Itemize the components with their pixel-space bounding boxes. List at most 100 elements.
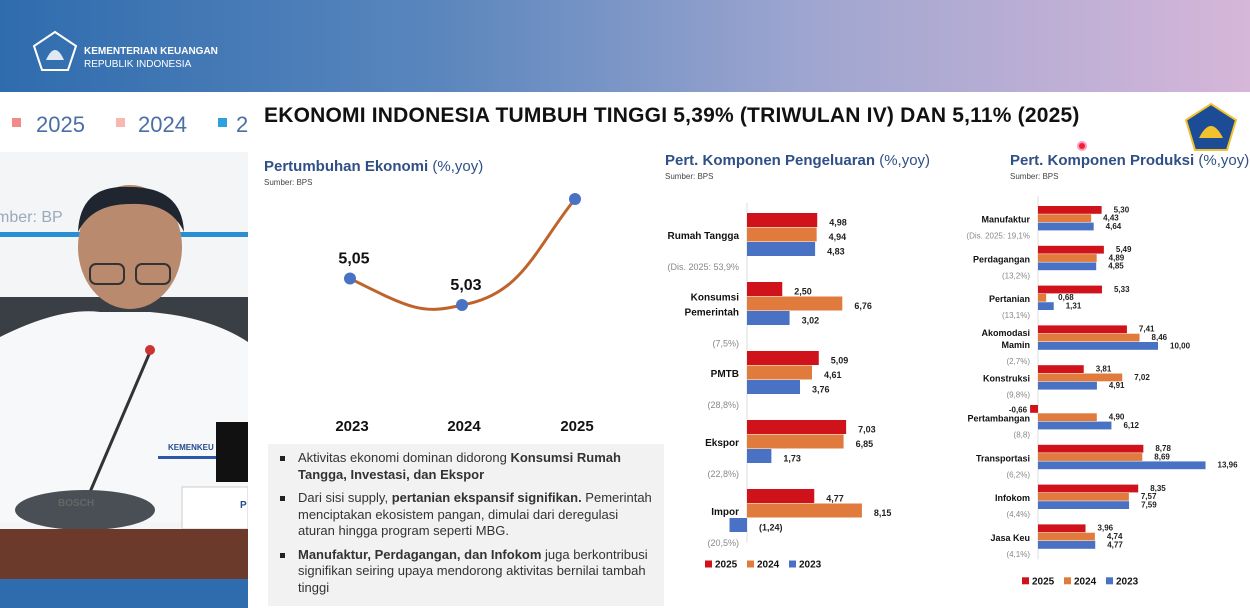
data-point	[456, 299, 468, 311]
expenditure-bar-chart: Rumah Tangga (Dis. 2025: 53,9% 4,98 4,94 4,8…	[667, 203, 892, 571]
share-label: (Dis. 2025: 19,1%	[966, 231, 1030, 240]
data-point	[344, 272, 356, 285]
legend-swatch	[705, 560, 712, 568]
share-label: (13,2%)	[1002, 271, 1030, 280]
bar-2024	[747, 434, 844, 449]
exp-chart-title: Pert. Komponen Pengeluaran	[665, 152, 876, 169]
value-label: (1,24)	[759, 523, 783, 533]
mic-brand: BOSCH	[58, 498, 94, 509]
value-label: 3,76	[812, 385, 830, 395]
bar-2023	[1038, 262, 1097, 271]
category-label: Akomodasi	[981, 328, 1030, 338]
bar-2025	[1038, 285, 1102, 294]
bar-2024	[1038, 373, 1123, 382]
cursor-dot	[1077, 141, 1087, 151]
value-label: 5,09	[831, 356, 849, 366]
exp-chart-source: Sumber: BPS	[665, 172, 714, 181]
bar-2024	[1038, 333, 1140, 342]
share-label: (20,5%)	[707, 538, 739, 548]
shirt-badge: KEMENKEU	[168, 443, 214, 452]
exp-chart-unit: (%,yoy)	[879, 152, 931, 169]
share-label: (4,1%)	[1006, 550, 1030, 559]
prod-chart-unit: (%,yoy)	[1198, 152, 1250, 169]
value-label: 8,46	[1152, 333, 1168, 342]
bar-2023	[1038, 501, 1130, 509]
category-label: Rumah Tangga	[668, 231, 740, 242]
bar-2024	[1038, 413, 1097, 422]
legend-swatch	[789, 560, 796, 568]
bar-2024	[1038, 254, 1097, 262]
bar-2024	[1038, 293, 1047, 302]
slide-title: EKONOMI INDONESIA TUMBUH TINGGI 5,39% (T…	[264, 104, 1080, 127]
bar-2025	[1038, 444, 1144, 453]
value-label: 2,50	[794, 287, 812, 297]
legend-swatch	[1022, 577, 1029, 585]
value-label: 4,64	[1106, 222, 1122, 231]
value-label: 3,02	[802, 316, 820, 326]
legend-label: 2023	[1116, 576, 1139, 587]
value-label: 4,90	[1109, 413, 1125, 422]
value-label: 4,77	[1107, 540, 1123, 549]
bar-2025	[1038, 325, 1127, 334]
category-label: Konstruksi	[983, 374, 1030, 384]
legend-swatch	[747, 560, 754, 568]
category-label: Pertanian	[989, 294, 1030, 304]
bar-2023	[1038, 222, 1094, 231]
value-label: 6,76	[854, 301, 872, 311]
category-label: Mamin	[1001, 340, 1030, 350]
value-label: 10,00	[1170, 341, 1191, 350]
bar-2023	[747, 242, 816, 256]
production-bar-chart: Manufaktur (Dis. 2025: 19,1% 5,304,434,64 P…	[966, 196, 1238, 587]
legend-label: 2023	[799, 560, 822, 571]
header-banner: KEMENTERIAN KEUANGAN REPUBLIK INDONESIA	[0, 0, 1250, 92]
bar-2024	[1038, 492, 1129, 501]
bar-2023	[1038, 302, 1054, 310]
legend-swatch	[1064, 577, 1071, 585]
share-label: (Dis. 2025: 53,9%	[667, 262, 739, 272]
category-label: Pertambangan	[967, 413, 1030, 423]
bar-2024	[747, 296, 843, 311]
value-label: 4,43	[1103, 214, 1119, 223]
bar-2025	[1038, 524, 1086, 533]
bar-2025	[747, 420, 847, 434]
value-label: 6,12	[1123, 421, 1139, 430]
share-label: (2,7%)	[1006, 357, 1030, 366]
bg-legend-2025: 2025	[36, 112, 85, 137]
bar-2025	[1038, 245, 1104, 254]
value-label: 5,30	[1114, 205, 1130, 214]
category-label: Infokom	[995, 493, 1030, 503]
category-label: Pemerintah	[685, 307, 739, 318]
x-tick-label: 2025	[560, 418, 593, 435]
value-label: 8,35	[1150, 484, 1166, 493]
bar-2023	[747, 449, 772, 463]
bg-legend-2024: 2024	[138, 112, 187, 137]
category-label: Transportasi	[976, 453, 1030, 463]
kemenkeu-emblem-icon	[1184, 102, 1238, 151]
share-label: (28,8%)	[707, 400, 739, 410]
legend-label: 2025	[1032, 576, 1055, 587]
value-label: 4,74	[1107, 532, 1123, 541]
value-label: 4,94	[829, 232, 847, 242]
prod-chart-title: Pert. Komponen Produksi	[1010, 152, 1195, 169]
bar-2025	[747, 351, 819, 365]
value-label: 1,31	[1066, 302, 1082, 311]
category-label: Manufaktur	[981, 214, 1030, 224]
category-label: Impor	[711, 507, 739, 518]
prod-chart-source: Sumber: BPS	[1010, 172, 1059, 181]
value-label: 7,59	[1141, 501, 1157, 510]
line-chart-unit: (%,yoy)	[432, 158, 484, 175]
bar-2025	[747, 282, 783, 296]
share-label: (8,8)	[1014, 430, 1031, 439]
value-label: 7,57	[1141, 492, 1157, 501]
value-label: 8,69	[1154, 452, 1170, 461]
bar-2023	[1038, 541, 1096, 549]
category-label: Perdagangan	[973, 254, 1030, 264]
data-point	[569, 193, 581, 205]
value-label: 4,98	[829, 218, 847, 228]
bar-2024	[1038, 532, 1095, 541]
value-label: 8,15	[874, 508, 892, 518]
value-label: 4,85	[1108, 262, 1124, 271]
value-label: 0,68	[1058, 293, 1074, 302]
bar-2025	[747, 213, 818, 227]
